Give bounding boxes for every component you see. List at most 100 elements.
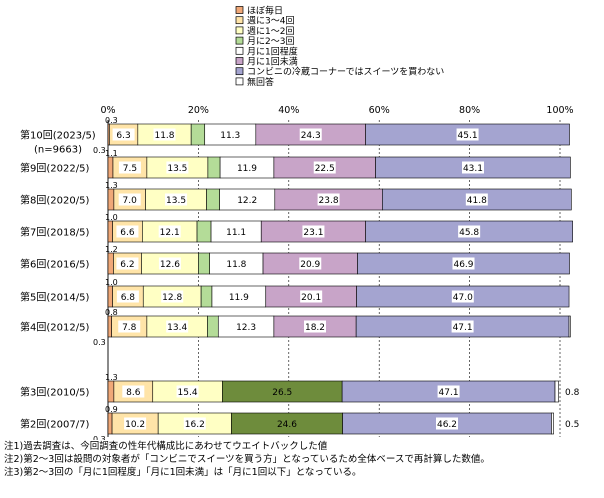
right-small-label: 0.8 — [565, 388, 580, 398]
data-label: 20.9 — [300, 260, 320, 270]
x-tick-label: 20% — [188, 105, 209, 116]
bar-segment — [554, 380, 559, 403]
x-tick-label: 60% — [369, 105, 390, 116]
bottom-small-label: 0.3 — [93, 146, 106, 155]
top-small-label: 0.8 — [105, 308, 118, 317]
data-label-bg — [183, 417, 206, 430]
top-small-label: 1.0 — [105, 278, 118, 287]
data-label-bg — [122, 385, 145, 398]
data-label-bg — [116, 257, 139, 270]
category-label: 第7回(2018/5) — [20, 226, 89, 239]
top-small-label: 1.3 — [105, 373, 118, 382]
data-label: 18.2 — [305, 323, 325, 333]
bar-segment — [107, 380, 115, 403]
data-label: 47.0 — [453, 293, 473, 303]
data-label: 11.9 — [229, 293, 249, 303]
data-label-bg — [118, 193, 141, 206]
bar-segment — [107, 220, 113, 243]
x-tick-label: 40% — [278, 105, 299, 116]
top-small-label: 1.2 — [105, 245, 118, 254]
data-label: 12.3 — [236, 323, 256, 333]
data-label: 41.8 — [467, 196, 487, 206]
note-1: 注1)過去調査は、今回調査の性年代構成比にあわせてウエイトバックした値 — [4, 441, 328, 452]
bar-segment — [107, 156, 114, 179]
data-label: 6.8 — [121, 293, 136, 303]
data-label-bg — [458, 225, 481, 238]
bar-segment — [207, 156, 221, 179]
data-label-bg — [451, 290, 474, 303]
category-label: 第9回(2022/5) — [20, 162, 89, 175]
data-label-bg — [300, 290, 323, 303]
legend-swatch-4 — [235, 36, 244, 45]
category-label: 第3回(2010/5) — [20, 386, 89, 399]
data-label: 16.2 — [185, 420, 205, 430]
legend-label-5: 月に1回程度 — [247, 45, 298, 57]
data-label-bg — [166, 320, 189, 333]
bar-segment — [551, 412, 554, 435]
legend-swatch-5 — [235, 46, 244, 55]
data-label: 7.8 — [122, 323, 137, 333]
data-label: 12.6 — [160, 260, 180, 270]
data-label-bg — [161, 290, 184, 303]
data-label: 46.2 — [437, 420, 457, 430]
legend-label-3: 週に1～2回 — [247, 26, 294, 37]
top-small-label: 1.0 — [105, 213, 118, 222]
data-label-bg — [304, 320, 327, 333]
legend-swatch-2 — [235, 16, 244, 25]
data-label: 47.1 — [453, 323, 473, 333]
data-label-bg — [225, 225, 248, 238]
legend-swatch-1 — [235, 6, 244, 14]
data-label-bg — [299, 257, 322, 270]
data-label: 6.6 — [120, 228, 135, 238]
top-small-label: 0.3 — [105, 116, 118, 125]
bar-segment — [206, 188, 220, 211]
data-label-bg — [313, 161, 336, 174]
data-label: 7.5 — [123, 164, 137, 174]
legend-label-4: 月に2～3回 — [247, 36, 294, 47]
bar-segment — [190, 123, 206, 146]
data-label-bg — [166, 161, 189, 174]
data-label-bg — [227, 290, 250, 303]
data-label: 46.9 — [453, 260, 473, 270]
legend-swatch-6 — [235, 57, 244, 65]
top-small-label: 0.9 — [105, 405, 118, 414]
data-label: 26.5 — [272, 388, 292, 398]
category-label: 第4回(2012/5) — [20, 321, 89, 334]
category-label: 第10回(2023/5) — [20, 129, 96, 142]
data-label-bg — [299, 128, 322, 141]
legend-swatch-8 — [235, 77, 244, 86]
data-label: 24.6 — [277, 420, 297, 430]
legend-label-2: 週に3～4回 — [247, 16, 294, 27]
data-label-bg — [302, 225, 325, 238]
note-2: 注2)第2～3回は設問の対象者が「コンビニでスイーツを買う方」となっているため全… — [4, 454, 490, 465]
bar-segment — [107, 315, 112, 338]
category-label: 第5回(2014/5) — [20, 291, 89, 304]
data-label: 24.3 — [301, 131, 321, 141]
data-label-bg — [112, 128, 135, 141]
data-label: 13.5 — [166, 196, 186, 206]
data-label-bg — [456, 128, 479, 141]
data-label: 13.4 — [167, 323, 187, 333]
data-label: 43.1 — [463, 164, 483, 174]
bar-segment — [200, 285, 213, 308]
legend-swatch-7 — [235, 67, 244, 76]
bar-segment — [207, 315, 219, 338]
data-label-bg — [116, 225, 139, 238]
data-label: 23.1 — [303, 228, 323, 238]
category-label: 第2回(2007/7) — [20, 418, 89, 431]
data-label-bg — [225, 257, 248, 270]
legend-swatch-3 — [235, 26, 244, 35]
legend-label-6: 月に1回未満 — [247, 56, 298, 68]
bar-segment — [198, 252, 210, 275]
legend-label-1: ほぼ毎日 — [247, 5, 283, 17]
bottom-small-label: 0.3 — [93, 338, 106, 347]
data-label: 12.1 — [160, 228, 180, 238]
x-tick-label: 80% — [459, 105, 480, 116]
data-label-bg — [451, 320, 474, 333]
data-label: 12.2 — [237, 196, 257, 206]
data-label-bg — [317, 193, 340, 206]
data-label: 11.9 — [237, 164, 257, 174]
data-label-bg — [116, 290, 139, 303]
data-label: 20.1 — [301, 293, 321, 303]
data-label: 11.8 — [154, 131, 174, 141]
